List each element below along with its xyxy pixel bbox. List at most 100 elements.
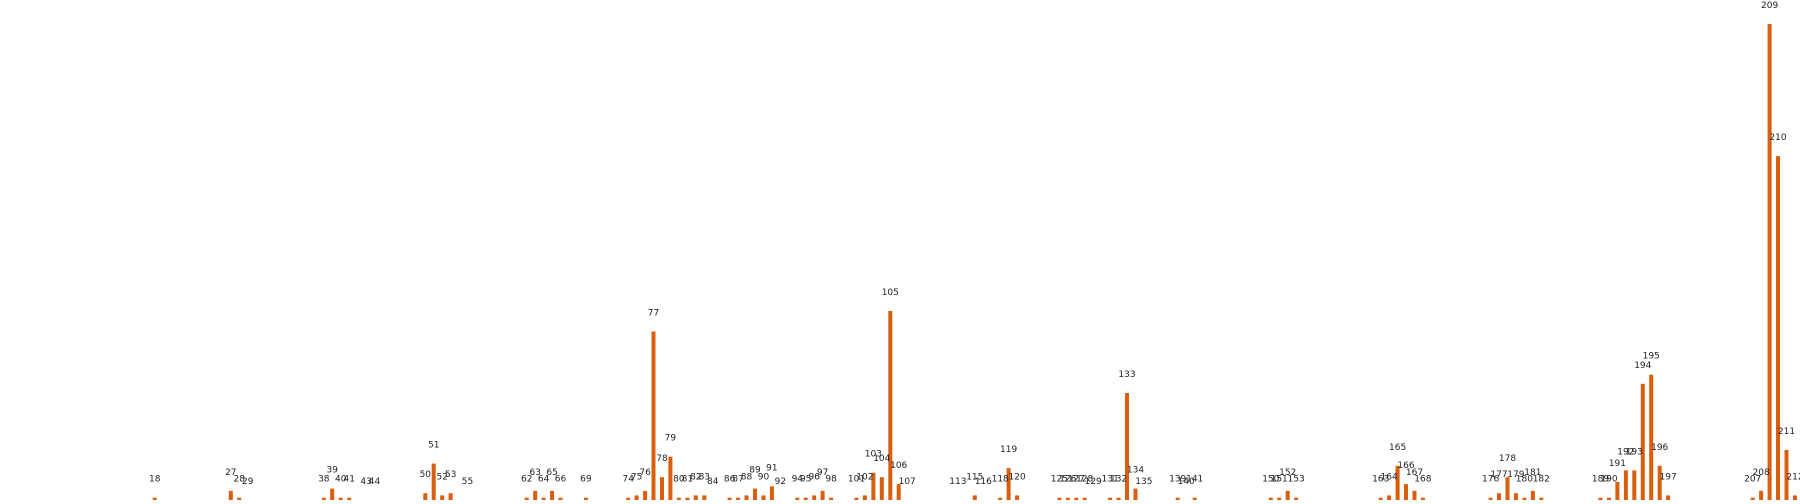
bar-208 [1759, 490, 1764, 500]
data-label-87: 87 [732, 475, 743, 485]
bar-133 [1125, 393, 1129, 500]
data-label-77: 77 [648, 309, 659, 319]
data-label-212: 212 [1786, 472, 1800, 482]
bar-191 [1615, 481, 1620, 500]
data-label-139: 139 [1169, 475, 1186, 485]
data-label-125: 125 [1051, 475, 1068, 485]
data-label-44: 44 [369, 477, 381, 487]
bar-196 [1657, 465, 1662, 500]
data-label-63: 63 [529, 468, 540, 478]
data-label-106: 106 [890, 461, 907, 471]
bar-104 [879, 477, 884, 500]
bar-38 [321, 497, 326, 500]
data-label-180: 180 [1516, 475, 1533, 485]
data-label-107: 107 [899, 477, 916, 487]
data-label-88: 88 [741, 472, 753, 482]
bar-80 [676, 497, 681, 500]
bar-197 [1666, 495, 1671, 500]
bar-81 [685, 497, 690, 500]
data-label-69: 69 [580, 475, 592, 485]
bar-128 [1082, 497, 1087, 500]
bar-64 [541, 497, 546, 500]
data-label-29: 29 [242, 477, 254, 487]
data-label-178: 178 [1499, 454, 1516, 464]
bar-86 [727, 497, 732, 500]
bar-139 [1175, 497, 1180, 500]
bar-195 [1649, 374, 1654, 500]
data-label-65: 65 [546, 468, 557, 478]
data-label-177: 177 [1490, 470, 1507, 480]
data-label-128: 128 [1076, 475, 1093, 485]
bar-101 [854, 497, 859, 500]
data-label-82: 82 [690, 472, 701, 482]
bar-209 [1767, 24, 1772, 500]
bar-152 [1285, 490, 1290, 500]
bar-106 [896, 484, 901, 500]
data-label-150: 150 [1262, 475, 1279, 485]
bar-87 [736, 497, 741, 500]
data-label-207: 207 [1744, 475, 1761, 485]
bar-176 [1488, 497, 1493, 500]
bar-97 [820, 490, 825, 500]
data-label-66: 66 [555, 475, 567, 485]
data-label-38: 38 [318, 475, 330, 485]
data-label-197: 197 [1660, 472, 1677, 482]
data-label-151: 151 [1271, 475, 1288, 485]
data-label-118: 118 [992, 475, 1009, 485]
bar-165 [1395, 465, 1400, 500]
data-label-39: 39 [326, 466, 338, 476]
bar-74 [626, 497, 631, 500]
bar-150 [1268, 497, 1273, 500]
data-label-40: 40 [335, 475, 347, 485]
bar-89 [753, 488, 757, 500]
data-label-192: 192 [1617, 447, 1634, 457]
bar-193 [1632, 470, 1637, 500]
bar-166 [1404, 484, 1408, 500]
bar-118 [998, 497, 1003, 500]
bars-group [152, 24, 1797, 500]
data-label-103: 103 [865, 450, 882, 460]
bar-115 [972, 495, 977, 500]
data-label-18: 18 [149, 475, 161, 485]
data-label-52: 52 [436, 472, 447, 482]
bar-79 [668, 456, 673, 500]
bar-98 [829, 497, 834, 500]
data-label-131: 131 [1102, 475, 1119, 485]
data-label-55: 55 [462, 477, 473, 487]
bar-151 [1277, 497, 1282, 500]
data-label-86: 86 [724, 475, 736, 485]
data-label-78: 78 [656, 454, 668, 464]
bar-180 [1522, 497, 1527, 500]
bar-210 [1776, 156, 1780, 500]
data-label-165: 165 [1389, 443, 1406, 453]
data-label-50: 50 [420, 470, 432, 480]
data-label-208: 208 [1753, 468, 1770, 478]
bar-65 [550, 490, 555, 500]
data-label-98: 98 [825, 475, 837, 485]
data-label-210: 210 [1769, 133, 1786, 143]
bar-194 [1640, 383, 1645, 500]
data-label-153: 153 [1288, 475, 1305, 485]
bar-164 [1387, 495, 1392, 500]
bar-134 [1133, 488, 1138, 500]
bar-77 [651, 331, 656, 500]
data-label-62: 62 [521, 475, 532, 485]
bar-78 [660, 477, 664, 500]
data-label-176: 176 [1482, 475, 1499, 485]
data-label-140: 140 [1178, 477, 1195, 487]
data-label-115: 115 [966, 472, 983, 482]
data-label-89: 89 [749, 466, 761, 476]
data-label-141: 141 [1186, 475, 1203, 485]
data-label-27: 27 [225, 468, 236, 478]
bar-189 [1598, 497, 1603, 500]
bar-167 [1412, 490, 1417, 500]
bar-125 [1057, 497, 1062, 500]
data-label-96: 96 [808, 472, 820, 482]
data-label-193: 193 [1626, 447, 1643, 457]
bar-211 [1784, 449, 1789, 500]
bar-52 [440, 495, 445, 500]
data-label-135: 135 [1135, 477, 1152, 487]
bar-41 [347, 497, 352, 500]
